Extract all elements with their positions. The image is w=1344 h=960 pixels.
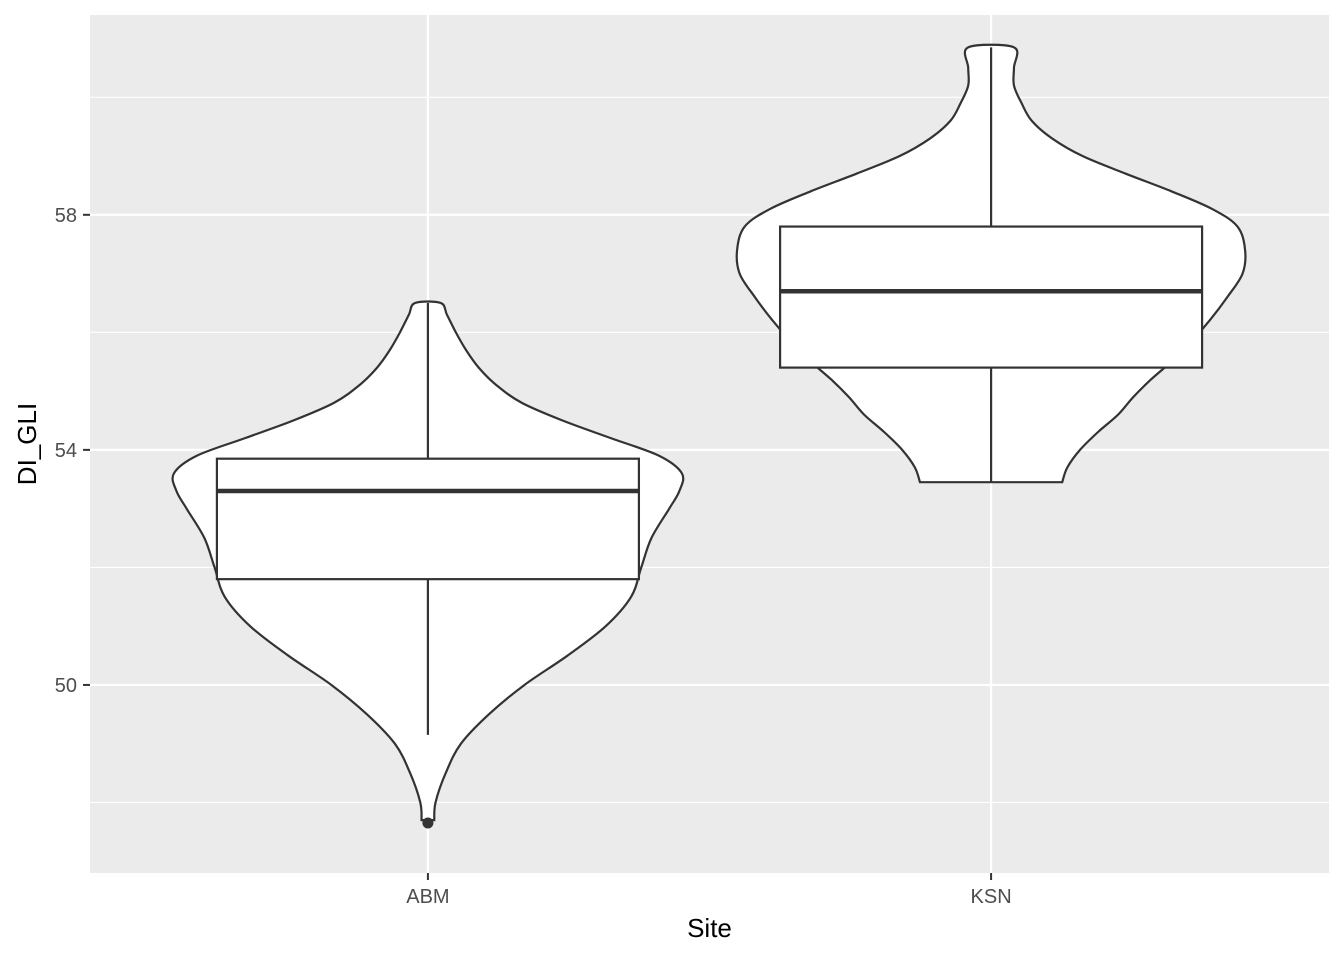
axes: 50 54 58 ABM KSN bbox=[55, 205, 1012, 908]
x-tick-label-abm: ABM bbox=[406, 886, 449, 908]
outlier-point-abm bbox=[422, 817, 434, 829]
y-tick-label: 58 bbox=[55, 205, 77, 227]
box-abm bbox=[215, 457, 641, 581]
box-ksn bbox=[778, 225, 1204, 369]
y-axis-title: DI_GLI bbox=[12, 403, 42, 485]
boxplots bbox=[215, 47, 1204, 829]
y-tick-label: 54 bbox=[55, 440, 77, 462]
x-axis-title: Site bbox=[687, 913, 732, 943]
x-tick-label-ksn: KSN bbox=[971, 886, 1012, 908]
y-tick-label: 50 bbox=[55, 675, 77, 697]
